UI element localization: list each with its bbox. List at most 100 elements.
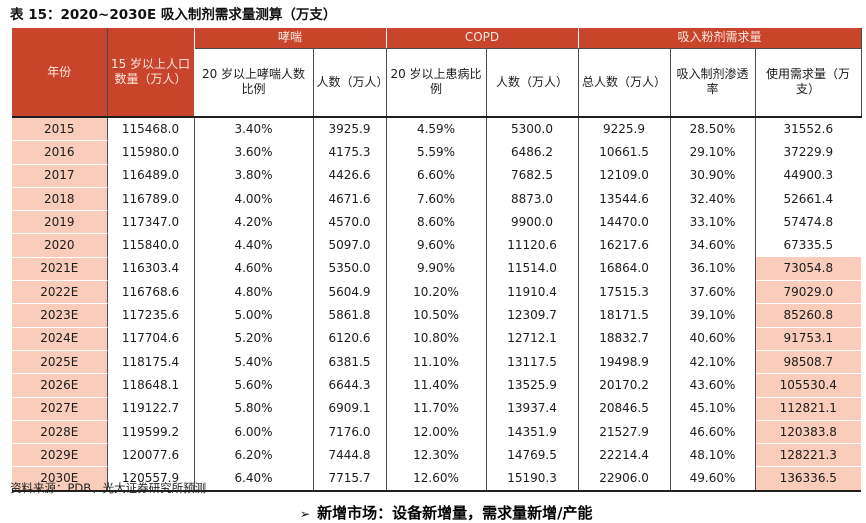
header-asthma-ratio-20plus: 20 岁以上哮喘人数比例 — [194, 48, 314, 118]
data-cell: 43.60% — [670, 373, 756, 398]
data-cell: 32.40% — [670, 187, 756, 211]
data-cell: 19498.9 — [578, 350, 671, 374]
table-row: 2025E 118175.4 5.40% 6381.5 11.10% 13117.5 194… — [12, 350, 862, 375]
header-usage-demand: 使用需求量（万支） — [755, 48, 862, 118]
data-cell: 57474.8 — [755, 210, 862, 234]
data-cell: 118648.1 — [107, 373, 195, 398]
data-cell: 117347.0 — [107, 210, 195, 234]
data-cell: 3.80% — [194, 164, 314, 188]
data-cell: 7715.7 — [313, 466, 387, 492]
header-copd-ratio-20plus: 20 岁以上患病比例 — [386, 48, 487, 118]
data-cell: 45.10% — [670, 397, 756, 421]
data-cell: 4.00% — [194, 187, 314, 211]
data-cell: 5.60% — [194, 373, 314, 398]
data-cell: 8.60% — [386, 210, 487, 234]
data-cell: 30.90% — [670, 164, 756, 188]
arrow-bullet-icon: ➢ — [300, 507, 311, 521]
data-cell: 4.60% — [194, 257, 314, 281]
data-cell: 5.59% — [386, 140, 487, 165]
data-cell: 7444.8 — [313, 443, 387, 467]
data-cell: 105530.4 — [755, 373, 862, 398]
data-cell: 6909.1 — [313, 397, 387, 421]
data-cell: 14769.5 — [486, 443, 579, 467]
year-cell: 2024E — [12, 327, 108, 351]
data-cell: 13117.5 — [486, 350, 579, 374]
source-note: 资料来源：PDB、光大证券研究所预测 — [10, 481, 207, 495]
data-cell: 11.40% — [386, 373, 487, 398]
table-row: 2019 117347.0 4.20% 4570.0 8.60% 9900.0 14470.… — [12, 210, 862, 235]
data-cell: 39.10% — [670, 303, 756, 328]
data-cell: 31552.6 — [755, 117, 862, 141]
table-row: 2023E 117235.6 5.00% 5861.8 10.50% 12309.7 181… — [12, 303, 862, 328]
data-cell: 4426.6 — [313, 164, 387, 188]
group-header-copd: COPD — [386, 28, 579, 49]
data-cell: 5097.0 — [313, 233, 387, 258]
data-cell: 10661.5 — [578, 140, 671, 165]
data-cell: 11910.4 — [486, 280, 579, 304]
data-cell: 14351.9 — [486, 420, 579, 444]
table-row: 2030E 120557.9 6.40% 7715.7 12.60% 15190.3 229… — [12, 466, 862, 492]
data-cell: 128221.3 — [755, 443, 862, 468]
year-cell: 2018 — [12, 187, 108, 212]
data-cell: 120077.6 — [107, 443, 195, 467]
data-cell: 4.40% — [194, 233, 314, 258]
header-inhaler-penetration: 吸入制剂渗透率 — [670, 48, 756, 118]
data-cell: 4175.3 — [313, 140, 387, 165]
data-cell: 17515.3 — [578, 280, 671, 304]
data-cell: 119599.2 — [107, 420, 195, 444]
data-cell: 79029.0 — [755, 280, 862, 305]
data-cell: 116789.0 — [107, 187, 195, 211]
data-cell: 12309.7 — [486, 303, 579, 328]
header-total-count: 总人数（万人） — [578, 48, 671, 118]
data-cell: 5.40% — [194, 350, 314, 374]
data-cell: 67335.5 — [755, 233, 862, 258]
table-header: 年份 15 岁以上人口数量（万人） 哮喘 COPD 吸入粉剂需求量 20 岁以上… — [12, 28, 862, 118]
table-row: 2017 116489.0 3.80% 4426.6 6.60% 7682.5 12109.… — [12, 164, 862, 188]
data-cell: 9.90% — [386, 257, 487, 281]
data-cell: 10.20% — [386, 280, 487, 304]
header-copd-count: 人数（万人） — [486, 48, 579, 118]
data-cell: 6.40% — [194, 466, 314, 492]
data-cell: 15190.3 — [486, 466, 579, 492]
data-cell: 22214.4 — [578, 443, 671, 467]
year-cell: 2016 — [12, 140, 108, 165]
data-cell: 9225.9 — [578, 117, 671, 141]
data-cell: 34.60% — [670, 233, 756, 258]
data-cell: 36.10% — [670, 257, 756, 281]
data-cell: 18171.5 — [578, 303, 671, 328]
table-row: 2029E 120077.6 6.20% 7444.8 12.30% 14769.5 222… — [12, 443, 862, 468]
data-cell: 115980.0 — [107, 140, 195, 165]
data-cell: 116489.0 — [107, 164, 195, 188]
data-cell: 42.10% — [670, 350, 756, 374]
data-cell: 11514.0 — [486, 257, 579, 281]
data-cell: 116303.4 — [107, 257, 195, 281]
table-row: 2026E 118648.1 5.60% 6644.3 11.40% 13525.9 201… — [12, 373, 862, 398]
year-cell: 2023E — [12, 303, 108, 328]
data-cell: 37229.9 — [755, 140, 862, 165]
data-cell: 12712.1 — [486, 327, 579, 351]
data-cell: 33.10% — [670, 210, 756, 234]
data-cell: 12.00% — [386, 420, 487, 444]
data-cell: 40.60% — [670, 327, 756, 351]
year-cell: 2025E — [12, 350, 108, 375]
year-cell: 2029E — [12, 443, 108, 468]
table-row: 2018 116789.0 4.00% 4671.6 7.60% 8873.0 13544.… — [12, 187, 862, 212]
group-header-row: 年份 15 岁以上人口数量（万人） 哮喘 COPD 吸入粉剂需求量 — [12, 28, 862, 118]
data-cell: 10.50% — [386, 303, 487, 328]
data-cell: 7.60% — [386, 187, 487, 211]
data-cell: 7176.0 — [313, 420, 387, 444]
data-cell: 3925.9 — [313, 117, 387, 141]
data-cell: 6381.5 — [313, 350, 387, 374]
table-row: 2015 115468.0 3.40% 3925.9 4.59% 5300.0 9225.9… — [12, 117, 862, 142]
group-header-asthma: 哮喘 — [194, 28, 387, 49]
data-cell: 6486.2 — [486, 140, 579, 165]
data-cell: 13544.6 — [578, 187, 671, 211]
year-cell: 2019 — [12, 210, 108, 235]
data-cell: 6.60% — [386, 164, 487, 188]
demand-forecast-table-wrapper: 年份 15 岁以上人口数量（万人） 哮喘 COPD 吸入粉剂需求量 20 岁以上… — [12, 28, 862, 492]
data-cell: 16217.6 — [578, 233, 671, 258]
data-cell: 6.00% — [194, 420, 314, 444]
group-header-inhaled-powder-demand: 吸入粉剂需求量 — [578, 28, 862, 49]
year-cell: 2022E — [12, 280, 108, 305]
year-cell: 2027E — [12, 397, 108, 421]
